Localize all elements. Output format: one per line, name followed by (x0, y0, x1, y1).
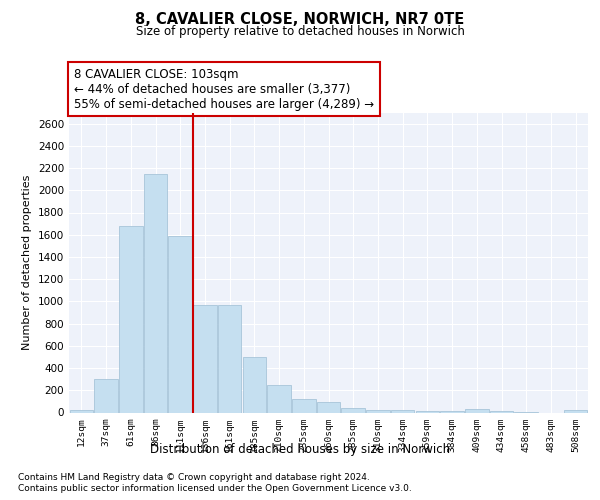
Bar (341, 408, 365, 412)
Bar (169, 236, 192, 412)
Bar (465, 409, 488, 412)
Bar (268, 386, 291, 412)
Y-axis label: Number of detached properties: Number of detached properties (22, 175, 32, 350)
Bar (94, 379, 118, 412)
Bar (292, 398, 316, 412)
Text: 8, CAVALIER CLOSE, NORWICH, NR7 0TE: 8, CAVALIER CLOSE, NORWICH, NR7 0TE (136, 12, 464, 28)
Bar (144, 174, 167, 412)
Bar (317, 402, 340, 412)
Text: 8 CAVALIER CLOSE: 103sqm
← 44% of detached houses are smaller (3,377)
55% of sem: 8 CAVALIER CLOSE: 103sqm ← 44% of detach… (74, 68, 374, 110)
Bar (119, 226, 143, 412)
Bar (70, 410, 93, 412)
Text: Contains public sector information licensed under the Open Government Licence v3: Contains public sector information licen… (18, 484, 412, 493)
Bar (391, 410, 415, 412)
Bar (564, 410, 587, 412)
Bar (416, 411, 439, 412)
Bar (193, 304, 217, 412)
Bar (242, 357, 266, 412)
Bar (218, 304, 241, 412)
Text: Contains HM Land Registry data © Crown copyright and database right 2024.: Contains HM Land Registry data © Crown c… (18, 472, 370, 482)
Text: Size of property relative to detached houses in Norwich: Size of property relative to detached ho… (136, 25, 464, 38)
Text: Distribution of detached houses by size in Norwich: Distribution of detached houses by size … (150, 442, 450, 456)
Bar (366, 410, 389, 412)
